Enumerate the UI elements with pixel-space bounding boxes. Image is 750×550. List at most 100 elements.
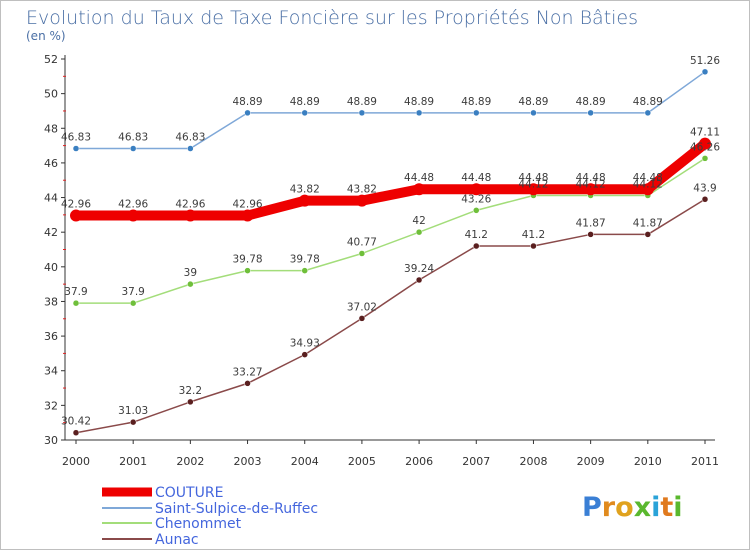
data-point	[127, 209, 140, 222]
data-label: 43.9	[693, 182, 716, 194]
data-label: 40.77	[347, 236, 377, 248]
legend: COUTURESaint-Sulpice-de-RuffecChenommetA…	[102, 485, 318, 548]
data-point	[187, 145, 194, 152]
y-tick-label: 40	[44, 261, 58, 274]
x-tick-label: 2001	[119, 455, 147, 468]
y-tick-label: 48	[44, 122, 58, 135]
y-tick-label: 46	[44, 157, 58, 170]
data-label: 43.82	[347, 184, 377, 196]
data-point	[358, 315, 366, 322]
data-label: 51.26	[690, 55, 720, 67]
data-point	[699, 137, 711, 150]
data-point	[301, 109, 308, 117]
series-line-couture	[71, 138, 710, 221]
data-label: 42	[412, 215, 425, 227]
x-tick-label: 2004	[291, 455, 319, 468]
legend-label: COUTURE	[155, 485, 223, 501]
data-label: 41.2	[465, 229, 488, 241]
data-label: 34.93	[290, 338, 320, 350]
x-tick-label: 2009	[577, 455, 605, 468]
x-tick-label: 2008	[519, 455, 547, 468]
data-point	[701, 68, 709, 76]
data-point	[70, 209, 82, 222]
data-point	[527, 183, 540, 196]
data-label: 31.03	[118, 405, 148, 417]
logo-letter: x	[634, 492, 651, 523]
y-tick-label: 50	[44, 88, 58, 101]
data-label: 48.89	[633, 96, 663, 108]
data-label: 48.89	[233, 96, 263, 108]
chart-title: Evolution du Taux de Taxe Foncière sur l…	[26, 7, 638, 29]
data-label: 48.89	[461, 96, 491, 108]
data-label: 37.02	[347, 301, 377, 313]
data-label: 44.48	[404, 172, 434, 184]
data-label: 32.2	[179, 385, 202, 397]
data-point	[244, 380, 251, 387]
data-point	[129, 299, 137, 307]
data-point	[301, 267, 308, 274]
data-point	[473, 207, 480, 214]
data-point	[644, 109, 652, 117]
data-label: 37.9	[64, 286, 87, 298]
data-point	[187, 280, 194, 288]
x-tick-label: 2011	[691, 455, 719, 468]
data-label: 42.96	[233, 199, 263, 211]
logo-letter: r	[602, 492, 616, 523]
y-tick-label: 52	[44, 53, 58, 66]
series-lines	[70, 68, 711, 436]
y-tick-label: 32	[44, 399, 58, 412]
data-label: 48.89	[518, 96, 548, 108]
data-label: 41.87	[633, 217, 663, 229]
data-point	[244, 109, 251, 117]
data-point	[355, 194, 368, 207]
data-label: 48.89	[347, 96, 377, 108]
data-point	[187, 398, 194, 406]
x-tick-label: 2000	[62, 455, 90, 468]
data-point	[644, 231, 652, 238]
x-tick-label: 2003	[234, 455, 262, 468]
data-point	[415, 109, 423, 117]
logo-letter: i	[673, 492, 682, 523]
data-point	[473, 242, 480, 250]
data-label: 43.26	[461, 193, 491, 205]
data-label: 39	[184, 267, 197, 279]
data-point	[584, 183, 597, 196]
data-label: 42.96	[175, 199, 205, 211]
data-label: 46.83	[118, 132, 148, 144]
data-point	[244, 267, 251, 274]
data-point	[358, 250, 366, 257]
data-label: 46.83	[175, 132, 205, 144]
data-labels: 42.96 42.96 42.96 42.96 43.82 43.82 44.48 44.48…	[61, 55, 720, 428]
data-label: 48.89	[404, 96, 434, 108]
series-line-chenommet	[75, 157, 706, 304]
data-label: 44.12	[633, 178, 663, 190]
data-point	[415, 228, 423, 236]
logo-letter: P	[582, 492, 602, 523]
data-point	[72, 145, 80, 152]
data-point	[587, 109, 594, 117]
data-point	[298, 194, 311, 207]
data-label: 30.42	[61, 416, 91, 428]
legend-label: Aunac	[155, 532, 199, 548]
data-label: 48.89	[576, 96, 606, 108]
y-tick-label: 38	[44, 295, 58, 308]
data-point	[129, 418, 137, 426]
data-point	[701, 155, 709, 162]
data-label: 41.2	[522, 229, 545, 241]
legend-label: Saint-Sulpice-de-Ruffec	[155, 501, 318, 517]
data-label: 43.82	[290, 184, 320, 196]
data-label: 46.26	[690, 141, 720, 153]
data-label: 44.12	[518, 178, 548, 190]
data-point	[184, 209, 197, 222]
data-label: 42.96	[118, 199, 148, 211]
data-point	[415, 276, 423, 284]
data-label: 44.48	[461, 172, 491, 184]
data-label: 39.24	[404, 263, 434, 275]
data-label: 46.83	[61, 132, 91, 144]
logo-letter: t	[660, 492, 673, 523]
axes: 30 32 34 36 38 40 42 44 46 48 50 52 2000 2001 2002 2003…	[44, 53, 719, 468]
y-tick-label: 34	[44, 365, 58, 378]
data-label: 37.9	[121, 286, 144, 298]
